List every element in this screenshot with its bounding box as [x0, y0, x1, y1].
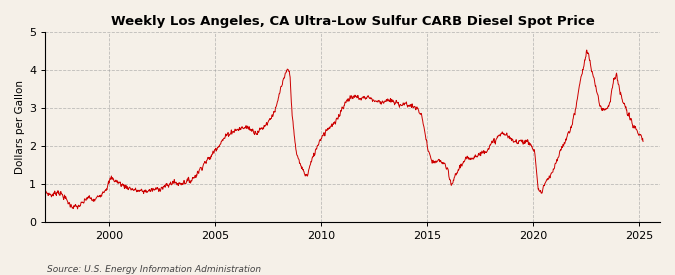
- Y-axis label: Dollars per Gallon: Dollars per Gallon: [15, 80, 25, 174]
- Title: Weekly Los Angeles, CA Ultra-Low Sulfur CARB Diesel Spot Price: Weekly Los Angeles, CA Ultra-Low Sulfur …: [111, 15, 595, 28]
- Text: Source: U.S. Energy Information Administration: Source: U.S. Energy Information Administ…: [47, 265, 261, 274]
